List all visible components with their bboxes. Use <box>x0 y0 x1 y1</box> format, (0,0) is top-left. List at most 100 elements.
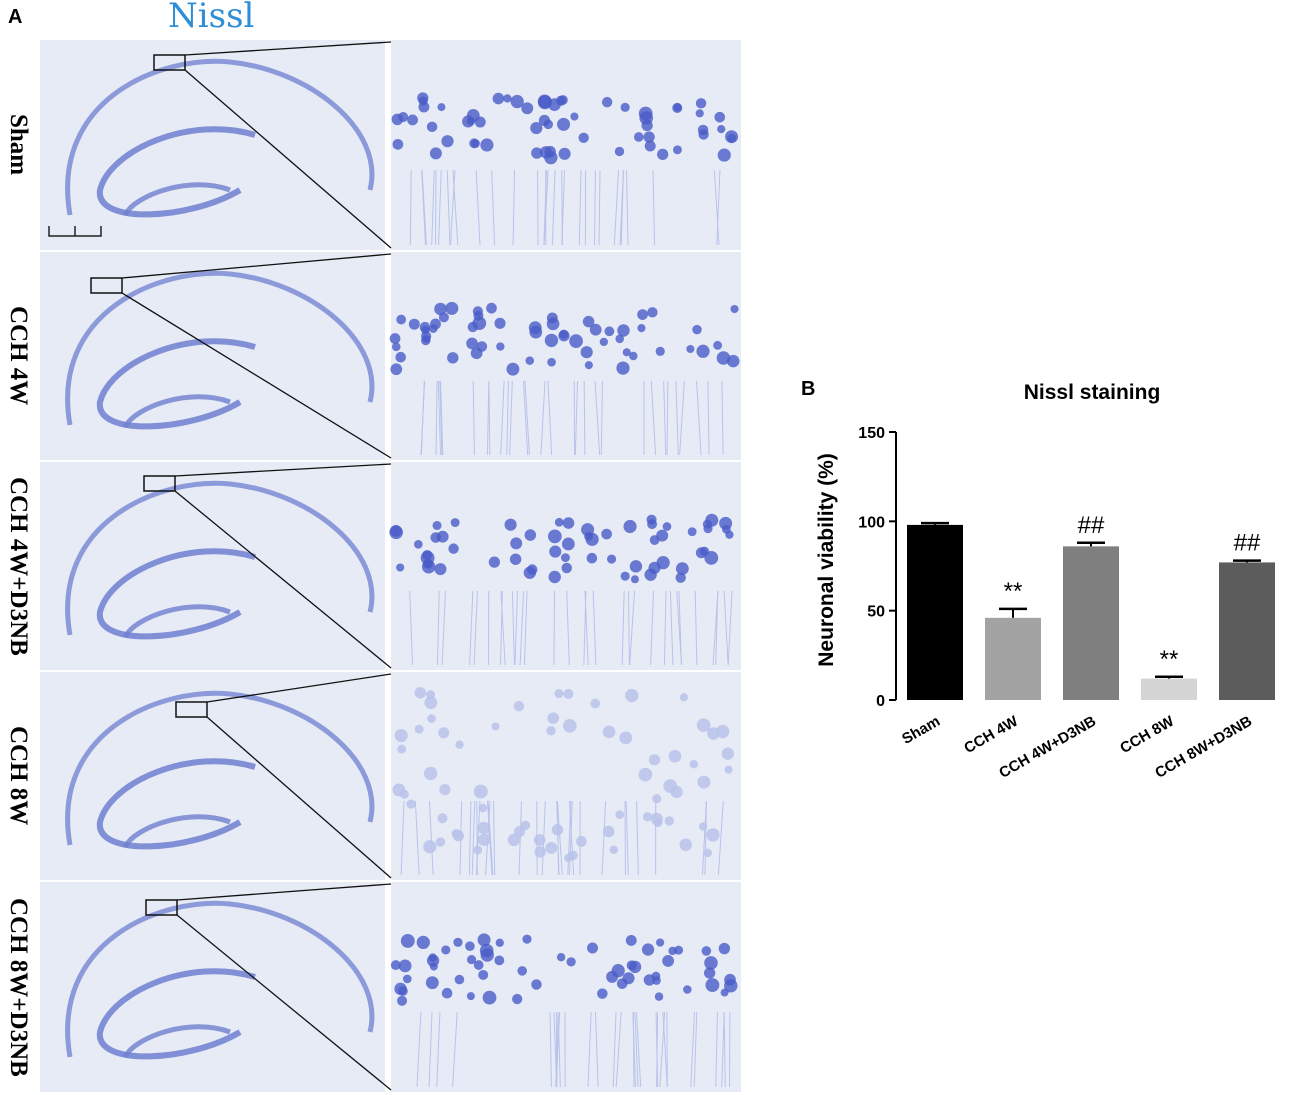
neuron-cell <box>434 302 447 316</box>
neuron-cell <box>703 967 716 979</box>
dendrite-stroke <box>721 380 724 456</box>
dendrite-stroke <box>475 170 481 246</box>
neuron-cell <box>395 351 406 363</box>
dendrite-stroke <box>669 590 674 666</box>
dendrite-stroke <box>561 170 566 246</box>
neuron-cell <box>629 351 638 361</box>
neuron-cell <box>424 696 438 710</box>
neuron-cell <box>609 845 619 855</box>
neuron-cell <box>418 101 430 113</box>
neuron-cell <box>547 357 556 367</box>
dendrite-stroke <box>400 800 405 876</box>
dendrite-stroke <box>666 380 669 456</box>
neuron-cell <box>445 301 459 315</box>
dendrite-stroke <box>594 380 601 456</box>
dendrite-stroke <box>723 590 729 666</box>
neuron-cell <box>429 962 438 971</box>
neuron-cell <box>547 712 560 724</box>
overview-image <box>40 252 385 460</box>
neuron-cell <box>649 535 660 545</box>
neuron-cell <box>619 731 633 745</box>
neuron-cell <box>727 133 737 143</box>
neuron-cell <box>402 974 412 984</box>
neuron-cell <box>480 948 494 962</box>
neuron-cell <box>394 728 408 743</box>
neuron-cell <box>580 346 593 359</box>
neuron-cell <box>638 767 653 782</box>
neuron-cell <box>473 784 488 799</box>
dendrite-stroke <box>574 380 579 456</box>
neuron-cell <box>474 116 486 128</box>
neuron-cell <box>437 103 446 112</box>
dendrite-stroke <box>540 380 546 456</box>
neuron-cell <box>422 334 431 344</box>
dendrite-stroke <box>652 170 656 246</box>
neuron-cell <box>506 362 520 376</box>
neuron-cell <box>531 979 542 990</box>
neuron-cell <box>642 812 653 822</box>
neuron-cell <box>413 539 423 549</box>
dentate-gyrus-inner <box>122 394 231 429</box>
dendrite-stroke <box>566 590 570 666</box>
neuron-cell <box>514 825 526 837</box>
neuron-cell <box>478 833 491 846</box>
neuron-cell <box>652 976 661 985</box>
dendrite-stroke <box>723 1012 726 1088</box>
chart-title: Nissl staining <box>1024 381 1161 404</box>
dendrite-stroke <box>712 590 719 666</box>
dendrite-stroke <box>592 590 597 666</box>
dendrite-stroke <box>519 590 525 666</box>
dendrite-stroke <box>594 170 596 246</box>
neuron-cell <box>611 964 625 978</box>
dendrite-stroke <box>452 1012 458 1088</box>
bar <box>1063 546 1119 700</box>
neuron-cell <box>408 318 420 330</box>
bar <box>1219 562 1275 700</box>
dendrite-stroke <box>409 170 412 246</box>
dendrite-stroke <box>421 170 427 246</box>
neuron-cell <box>537 94 552 109</box>
dendrite-stroke <box>518 800 522 876</box>
neuron-cell <box>529 325 543 339</box>
neuron-cell <box>423 766 438 781</box>
dendrite-stroke <box>696 380 702 456</box>
neuron-cell <box>599 337 609 347</box>
dendrite-stroke <box>678 590 682 666</box>
micrograph-row <box>40 672 741 880</box>
dendrite-stroke <box>522 380 529 456</box>
dendrite-stroke <box>567 800 572 876</box>
neuron-cell <box>494 317 506 329</box>
neuron-cell <box>396 563 405 572</box>
panel-b-letter: B <box>801 378 816 400</box>
neuron-cell <box>724 978 738 993</box>
neuron-cell <box>423 840 437 854</box>
dendrite-stroke <box>506 380 509 456</box>
dendrite-stroke <box>620 170 624 246</box>
neuron-cell <box>662 955 675 967</box>
zoom-connector <box>184 69 392 249</box>
dendrite-stroke <box>472 380 475 456</box>
neuron-cell <box>441 945 451 955</box>
neuron-cell <box>602 725 616 739</box>
neuron-cell <box>582 315 595 328</box>
neuron-cell <box>530 121 543 135</box>
y-tick-label: 150 <box>858 425 885 442</box>
neuron-cell <box>441 987 453 999</box>
neuron-cell <box>397 995 408 1006</box>
neuron-cell <box>421 559 436 574</box>
neuron-cell <box>717 148 731 162</box>
dendrite-stroke <box>721 1012 725 1088</box>
neuron-cell <box>662 522 672 531</box>
dendrite-stroke <box>626 170 629 246</box>
dendrite-stroke <box>547 380 553 456</box>
neuron-cell <box>648 561 661 574</box>
neuron-cell <box>623 519 637 534</box>
dendrite-stroke <box>549 1012 552 1088</box>
dendrite-stroke <box>537 170 539 246</box>
neuron-cell <box>466 955 477 965</box>
dendrite-stroke <box>523 590 528 666</box>
neuron-cell <box>416 935 430 950</box>
dentate-gyrus <box>96 968 256 1060</box>
neuron-cell <box>555 95 567 106</box>
dendrite-stroke <box>557 1012 561 1088</box>
